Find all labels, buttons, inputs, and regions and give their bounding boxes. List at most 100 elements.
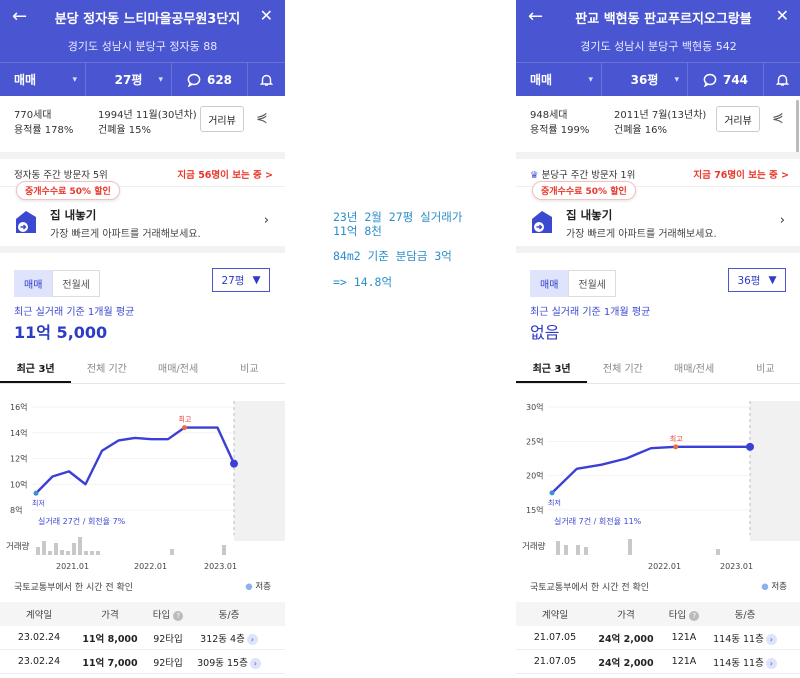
source-text: 국토교통부에서 한 시간 전 확인 bbox=[14, 583, 134, 593]
page-title: 분당 정자동 느티마을공무원3단지 bbox=[54, 12, 241, 27]
close-icon[interactable]: ✕ bbox=[775, 6, 789, 25]
back-arrow-icon[interactable]: ← bbox=[528, 6, 544, 27]
volume-bar bbox=[48, 551, 52, 555]
size-dropdown[interactable]: 36평 ▾ bbox=[602, 63, 688, 96]
cell-date: 21.07.05 bbox=[533, 632, 577, 643]
size-dropdown[interactable]: 27평 ▾ bbox=[86, 63, 172, 96]
price-line bbox=[35, 426, 236, 495]
cell-date: 21.07.05 bbox=[533, 656, 577, 667]
help-icon[interactable]: ? bbox=[173, 611, 184, 621]
trade-type-dropdown[interactable]: 매매 ▾ bbox=[516, 63, 602, 96]
sell-title: 집 내놓기 bbox=[50, 208, 97, 222]
notification-button[interactable] bbox=[248, 63, 285, 96]
volume-bar bbox=[564, 545, 568, 555]
discount-badge: 중개수수료 50% 할인 bbox=[16, 181, 120, 200]
address: 경기도 성남시 분당구 정자동 88 bbox=[67, 40, 218, 53]
units-text: 770세대 bbox=[14, 110, 52, 121]
comments-button[interactable]: 628 bbox=[172, 63, 248, 96]
size-select[interactable]: 27평 ▼ bbox=[212, 268, 270, 292]
legend-label: 저층 bbox=[771, 582, 787, 592]
sell-subtitle: 가장 빠르게 아파트를 거래해보세요. bbox=[50, 229, 201, 240]
tab-sale-jeonse[interactable]: 매매/전세 bbox=[674, 364, 715, 375]
tab-all-period[interactable]: 전체 기간 bbox=[602, 364, 643, 375]
close-icon[interactable]: ✕ bbox=[259, 6, 273, 25]
filter-bar: 매매 ▾ 36평 ▾ 744 bbox=[516, 62, 800, 96]
volume-label: 거래량 bbox=[522, 542, 546, 552]
table-row[interactable]: 21.07.05 24억 2,000 121A 114동 11층 › bbox=[516, 650, 800, 674]
built-text: 2011년 7월(13년차) bbox=[614, 110, 707, 121]
sell-subtitle: 가장 빠르게 아파트를 거래해보세요. bbox=[566, 229, 717, 240]
viewing-now-link[interactable]: 지금 76명이 보는 중 > bbox=[693, 170, 789, 181]
share-icon[interactable]: ⋞ bbox=[256, 110, 268, 126]
table-row[interactable]: 23.02.24 11억 7,000 92타입 309동 15층 › bbox=[0, 650, 285, 674]
visitor-rank-text: ♛ 분당구 주간 방문자 1위 bbox=[530, 167, 635, 181]
notification-button[interactable] bbox=[764, 63, 800, 96]
size-select-label: 27평 bbox=[221, 274, 245, 287]
x-tick-label: 2023.01 bbox=[204, 562, 237, 570]
chevron-right-icon[interactable]: › bbox=[765, 657, 777, 669]
volume-bar bbox=[54, 543, 58, 555]
help-icon[interactable]: ? bbox=[689, 611, 700, 621]
visitor-rank-text: 정자동 주간 방문자 5위 bbox=[14, 170, 108, 181]
tab-sale[interactable]: 매매 bbox=[14, 270, 53, 297]
comments-button[interactable]: 744 bbox=[688, 63, 764, 96]
sell-home-banner[interactable]: 집 내놓기 가장 빠르게 아파트를 거래해보세요. › bbox=[516, 193, 800, 253]
tab-recent-3y[interactable]: 최근 3년 bbox=[516, 354, 588, 383]
street-view-button[interactable]: 거리뷰 bbox=[200, 106, 244, 132]
cell-type: 92타입 bbox=[153, 657, 183, 669]
table-header: 계약일 가격 타입 ? 동/층 bbox=[0, 602, 285, 626]
visitor-rank: 정자동 주간 방문자 5위 지금 56명이 보는 중 > bbox=[0, 159, 285, 187]
chevron-right-icon: › bbox=[779, 213, 785, 228]
viewing-now-link[interactable]: 지금 56명이 보는 중 > bbox=[177, 170, 273, 181]
y-tick-label: 20억 bbox=[526, 471, 544, 481]
trade-type-dropdown[interactable]: 매매 ▾ bbox=[0, 63, 86, 96]
units-text: 948세대 bbox=[530, 110, 568, 121]
chevron-right-icon[interactable]: › bbox=[765, 633, 777, 645]
cell-date: 23.02.24 bbox=[17, 656, 61, 667]
tab-recent-3y[interactable]: 최근 3년 bbox=[0, 354, 72, 383]
size-select[interactable]: 36평 ▼ bbox=[728, 268, 786, 292]
table-row[interactable]: 23.02.24 11억 8,000 92타입 312동 4층 › bbox=[0, 626, 285, 650]
volume-bar bbox=[584, 547, 588, 555]
tab-all-period[interactable]: 전체 기간 bbox=[86, 364, 127, 375]
back-arrow-icon[interactable]: ← bbox=[12, 6, 28, 27]
x-tick-label: 2022.01 bbox=[648, 562, 681, 570]
deal-table: 계약일 가격 타입 ? 동/층 23.02.24 11억 8,000 92타입 … bbox=[0, 602, 285, 674]
table-row[interactable]: 21.07.05 24억 2,000 121A 114동 11층 › bbox=[516, 626, 800, 650]
cell-date: 23.02.24 bbox=[17, 632, 61, 643]
tab-sale[interactable]: 매매 bbox=[530, 270, 569, 297]
col-dong: 동/층 bbox=[218, 610, 240, 621]
avg-label: 최근 실거래 기준 1개월 평균 bbox=[530, 307, 651, 318]
chevron-right-icon[interactable]: › bbox=[246, 633, 258, 645]
tab-rent[interactable]: 전월세 bbox=[568, 270, 617, 297]
chevron-right-icon[interactable]: › bbox=[249, 657, 261, 669]
comments-count: 628 bbox=[206, 72, 233, 87]
x-tick-label: 2023.01 bbox=[720, 562, 753, 570]
share-icon[interactable]: ⋞ bbox=[772, 110, 784, 126]
note-line-1: 23년 2월 27평 실거래가 bbox=[333, 210, 463, 224]
comment-icon bbox=[703, 73, 717, 87]
house-icon bbox=[16, 211, 36, 233]
chevron-down-icon: ▾ bbox=[158, 74, 163, 85]
tab-compare[interactable]: 비교 bbox=[240, 364, 259, 375]
note-line-3: 84m2 기준 분담금 3억 bbox=[333, 249, 452, 263]
tab-compare[interactable]: 비교 bbox=[756, 364, 775, 375]
high-point bbox=[673, 444, 679, 450]
col-type: 타입 ? bbox=[658, 607, 710, 621]
sell-home-banner[interactable]: 집 내놓기 가장 빠르게 아파트를 거래해보세요. › bbox=[0, 193, 285, 253]
street-view-button[interactable]: 거리뷰 bbox=[716, 106, 760, 132]
volume-bar bbox=[36, 547, 40, 555]
tab-sale-jeonse[interactable]: 매매/전세 bbox=[158, 364, 199, 375]
left-panel: ← 분당 정자동 느티마을공무원3단지 ✕ 경기도 성남시 분당구 정자동 88… bbox=[0, 0, 285, 678]
scrollbar[interactable] bbox=[796, 100, 799, 156]
caret-down-icon: ▼ bbox=[768, 274, 777, 286]
header: ← 판교 백현동 판교푸르지오그랑블 ✕ 경기도 성남시 분당구 백현동 542… bbox=[516, 0, 800, 96]
col-type-label: 타입 bbox=[152, 610, 171, 621]
house-icon bbox=[532, 211, 552, 233]
legend-dot: ● bbox=[761, 582, 772, 592]
cell-type: 121A bbox=[671, 632, 697, 643]
tab-rent[interactable]: 전월세 bbox=[52, 270, 101, 297]
chevron-right-icon: › bbox=[263, 213, 269, 228]
